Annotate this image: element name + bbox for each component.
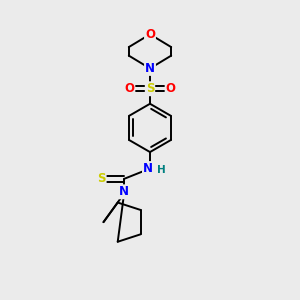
Text: O: O — [145, 28, 155, 41]
Text: O: O — [166, 82, 176, 95]
Text: N: N — [145, 62, 155, 75]
Text: H: H — [158, 165, 166, 175]
Text: S: S — [146, 82, 154, 95]
Text: N: N — [143, 162, 153, 175]
Text: N: N — [119, 185, 129, 198]
Text: O: O — [124, 82, 134, 95]
Text: S: S — [97, 172, 106, 185]
